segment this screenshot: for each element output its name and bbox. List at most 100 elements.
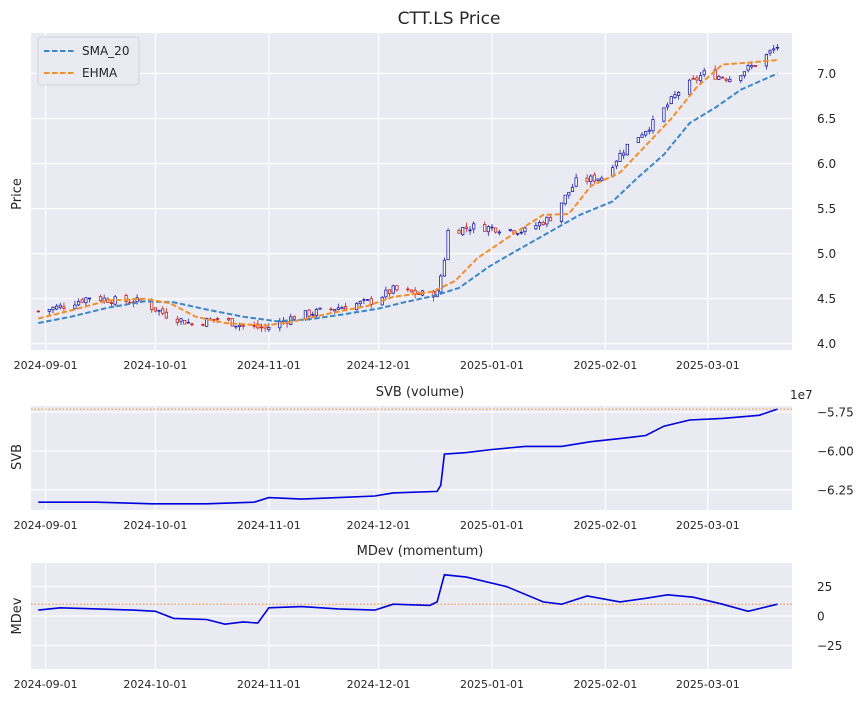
svb-offset-label: 1e7: [790, 388, 813, 402]
price-y-tick-label: 5.0: [817, 247, 836, 261]
candle-body: [336, 307, 340, 310]
price-y-tick-label: 4.0: [817, 337, 836, 351]
candle-body: [669, 96, 673, 104]
price-y-tick-label: 4.5: [817, 292, 836, 306]
candle-body: [592, 174, 597, 182]
candle-body: [622, 152, 626, 156]
candle-body: [468, 229, 472, 232]
candle-body: [676, 92, 681, 96]
candle-body: [563, 194, 567, 205]
candle-body: [417, 292, 421, 295]
candle-body: [234, 325, 238, 328]
candle-body: [545, 216, 549, 225]
candle-body: [673, 94, 677, 98]
price-y-tick-label: 6.0: [817, 157, 836, 171]
candle-body: [395, 285, 399, 291]
svb-chart-title: SVB (volume): [376, 385, 465, 400]
candle-body: [742, 71, 747, 77]
candle-body: [128, 301, 132, 304]
candle-body: [329, 308, 333, 311]
candle-body: [589, 175, 593, 182]
price-panel: 2024-09-01 2024-10-01 2024-11-01 2024-12-01…: [10, 9, 836, 372]
candle-body: [640, 134, 644, 138]
candle-body: [464, 226, 468, 229]
candle-body: [369, 298, 373, 305]
candle-body: [259, 326, 264, 329]
candle-body: [406, 288, 410, 291]
candle-body: [647, 129, 651, 132]
candle-body: [618, 153, 622, 162]
svb-x-tick-label: 2024-12-01: [347, 519, 411, 532]
candle-body: [497, 231, 501, 234]
candle-body: [205, 318, 209, 327]
candle-body: [387, 289, 392, 294]
candle-body: [124, 295, 128, 302]
candle-body: [267, 327, 271, 330]
svb-x-tick-label: 2024-09-01: [14, 519, 78, 532]
series-line-ehma: [38, 59, 778, 327]
mdev-y-tick-label: 25: [817, 580, 832, 594]
candle-body: [384, 289, 388, 298]
candle-body: [720, 76, 725, 79]
candle-body: [62, 306, 66, 309]
candle-body: [534, 225, 538, 230]
candle-body: [84, 297, 88, 304]
price-x-tick-label: 2025-03-01: [676, 359, 740, 372]
candle-body: [523, 227, 527, 233]
candle-body: [36, 310, 40, 313]
candle-body: [109, 302, 114, 305]
candle-body: [307, 309, 311, 317]
candle-body: [431, 290, 436, 298]
candle-body: [596, 178, 600, 181]
candle-body: [644, 131, 648, 136]
candle-body: [87, 297, 92, 300]
candle-body: [508, 228, 512, 231]
candle-body: [55, 305, 59, 310]
candle-body: [215, 318, 220, 320]
mdev-series-line: [38, 573, 778, 626]
candle-body: [537, 222, 542, 227]
mdev-x-tick-label: 2025-01-01: [460, 678, 524, 691]
candle-body: [600, 177, 604, 181]
candle-body: [391, 285, 395, 294]
candle-body: [344, 306, 348, 310]
candle-body: [98, 296, 103, 301]
candle-body: [457, 230, 461, 234]
mdev-x-tick-label: 2024-11-01: [237, 678, 301, 691]
candle-body: [548, 217, 553, 222]
candle-body: [157, 309, 161, 312]
candle-body: [355, 303, 359, 311]
candle-body: [340, 307, 344, 310]
svb-y-tick-label: −6.00: [817, 445, 854, 459]
candle-body: [113, 296, 117, 305]
candle-body: [230, 318, 234, 327]
candle-body: [252, 325, 256, 327]
mdev-y-tick-label: −25: [817, 639, 842, 653]
candle-body: [58, 304, 62, 308]
candle-body: [490, 226, 494, 229]
candle-body: [237, 324, 242, 328]
candle-body: [183, 319, 187, 325]
candle-body: [365, 299, 370, 301]
candle-body: [51, 307, 55, 311]
price-chart-title: CTT.LS Price: [398, 9, 501, 29]
candle-body: [446, 230, 450, 261]
candle-body: [753, 65, 758, 67]
candle-body: [241, 325, 245, 327]
candle-body: [153, 307, 157, 312]
candle-body: [179, 318, 183, 322]
svb-y-axis-label: SVB: [10, 444, 25, 470]
candle-body: [442, 259, 447, 277]
candle-body: [567, 191, 571, 196]
candle-body: [311, 313, 315, 316]
legend-label-sma-20: SMA_20: [82, 44, 129, 58]
svb-series-line: [38, 408, 778, 505]
candle-body: [409, 289, 414, 293]
candle-body: [461, 227, 465, 236]
candle-body: [186, 321, 190, 324]
series-line-sma-20: [38, 72, 778, 324]
candle-body: [73, 304, 77, 310]
svb-x-tick-label: 2024-10-01: [123, 519, 187, 532]
candle-body: [750, 64, 754, 68]
